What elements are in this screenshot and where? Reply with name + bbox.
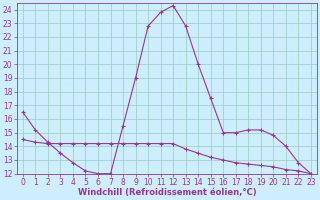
X-axis label: Windchill (Refroidissement éolien,°C): Windchill (Refroidissement éolien,°C) (77, 188, 256, 197)
